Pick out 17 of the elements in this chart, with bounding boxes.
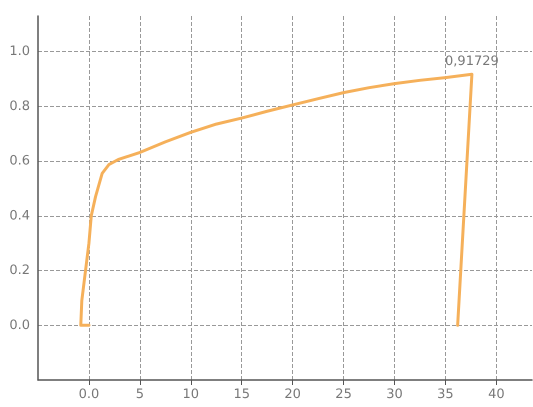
x-tick-label: 5 — [136, 387, 144, 402]
x-tick-label: 25 — [335, 387, 352, 402]
y-tick-label: 0.2 — [9, 263, 30, 278]
y-tick-label: 0.6 — [9, 154, 30, 169]
y-tick-label: 1.0 — [9, 44, 30, 60]
line-series — [79, 72, 474, 327]
x-tick-label: 40 — [488, 387, 505, 402]
annotation: 0,91729 — [445, 54, 499, 70]
x-tick-label: 0.0 — [78, 387, 100, 402]
x-tick-label: 20 — [284, 387, 301, 402]
x-tick-label: 35 — [437, 387, 454, 402]
y-tick-label: 0.0 — [9, 318, 30, 333]
x-tick-label: 10 — [182, 387, 200, 402]
x-tick-label: 15 — [233, 387, 250, 402]
y-tick-label: 0.8 — [9, 98, 30, 114]
y-tick-label: 0.4 — [9, 208, 30, 224]
x-tick-label: 30 — [386, 387, 403, 402]
